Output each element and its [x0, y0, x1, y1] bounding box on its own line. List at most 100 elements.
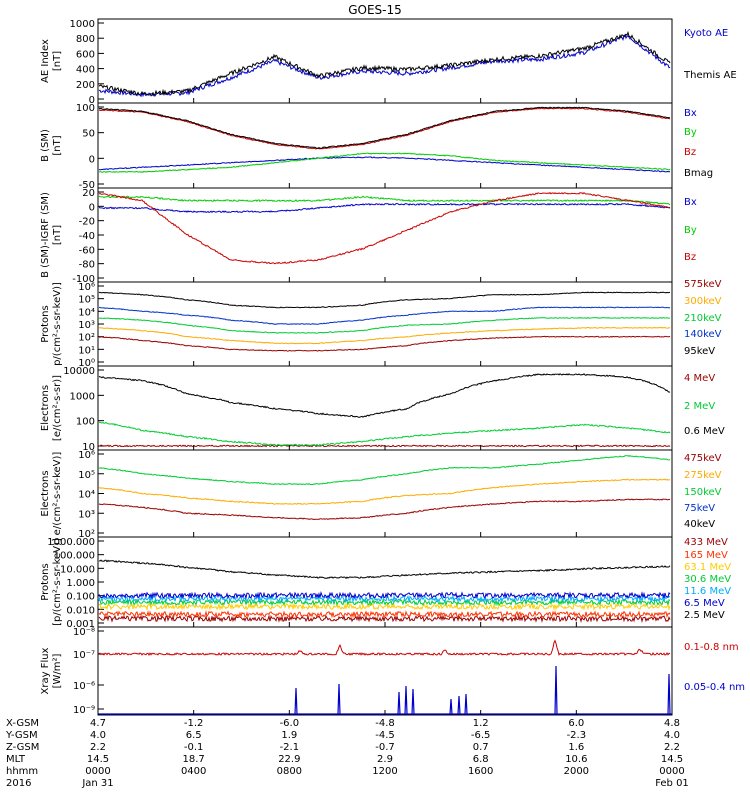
- footer-cell: 0000: [659, 766, 684, 777]
- y-tick-label: 100.000: [54, 551, 95, 562]
- footer-cell: 14.5: [661, 754, 683, 765]
- footer-cell: 10.6: [565, 754, 587, 765]
- y-tick-label: 10⁻⁶: [73, 681, 95, 692]
- series-63-1-mev: [98, 602, 671, 612]
- footer-cell: 1.9: [281, 730, 297, 741]
- legend-30-6-mev: 30.6 MeV: [684, 574, 731, 585]
- legend-0-1-0-8-nm: 0.1-0.8 nm: [684, 642, 739, 653]
- y-tick-label: 400: [76, 65, 95, 76]
- footer-cell: 4.0: [90, 730, 106, 741]
- y-axis-label: B (SM)-IGRF (SM): [40, 192, 51, 278]
- y-axis-label: [p/(cm²-s-sr-keV)]: [52, 538, 63, 626]
- footer-cell: 2.2: [90, 742, 106, 753]
- y-axis-label: Protons: [40, 563, 51, 600]
- series-0.1-0.8nm: [98, 639, 670, 657]
- legend-bmag: Bmag: [684, 168, 713, 179]
- y-tick-label: 800: [76, 34, 95, 45]
- series-475kev: [98, 498, 671, 520]
- y-tick-label: 10²: [78, 529, 95, 540]
- footer-cell: 6.5: [186, 730, 202, 741]
- legend-6-5-mev: 6.5 MeV: [684, 598, 725, 609]
- y-axis-label: Protons: [40, 305, 51, 342]
- footer-cell: 1.2: [473, 718, 489, 729]
- y-tick-label: -80: [79, 260, 95, 271]
- y-tick-label: -40: [79, 231, 95, 242]
- y-tick-label: 100: [76, 417, 95, 428]
- y-tick-label: 1000: [70, 391, 95, 402]
- y-tick-label: 10: [82, 442, 95, 453]
- y-axis-label: [e/(cm²-s-sr)]: [52, 375, 63, 441]
- footer-cell: -2.3: [567, 730, 587, 741]
- y-tick-label: 10³: [78, 509, 95, 520]
- series-bmag: [98, 106, 670, 149]
- footer-row-label: X-GSM: [6, 718, 39, 729]
- footer-cell: -4.5: [375, 730, 395, 741]
- legend-2-5-mev: 2.5 MeV: [684, 610, 725, 621]
- footer-cell: 4.8: [664, 718, 680, 729]
- series-275kev: [98, 478, 671, 505]
- y-axis-label: Electrons: [40, 470, 51, 516]
- legend-11-6-mev: 11.6 MeV: [684, 586, 731, 597]
- footer-cell: 2.2: [664, 742, 680, 753]
- series-433-mev: [98, 614, 671, 623]
- series-575kev: [98, 335, 671, 352]
- footer-cell: 1600: [468, 766, 493, 777]
- footer-cell: 4.7: [90, 718, 106, 729]
- footer-cell: 22.9: [278, 754, 300, 765]
- panel-xray: 10⁻⁸ 10⁻⁷ 10⁻⁶ 10⁻⁹ Xray Flux [W/m²] 0.1-0.8 n…: [40, 626, 745, 716]
- footer-cell: 0.7: [473, 742, 489, 753]
- y-tick-label: 600: [76, 49, 95, 60]
- series-bz: [98, 191, 671, 265]
- footer-cell: 18.7: [183, 754, 205, 765]
- legend-575kev: 575keV: [684, 279, 722, 290]
- footer-row-label: hhmm: [6, 766, 38, 777]
- y-tick-label: 10⁻⁷: [73, 650, 95, 661]
- y-tick-label: 10.000: [60, 564, 95, 575]
- footer-cell: 0000: [85, 766, 110, 777]
- series-95kev: [98, 291, 671, 309]
- y-axis-label: e/(cm²-s-sr-keV)]: [52, 452, 63, 536]
- legend-40kev: 40keV: [684, 519, 715, 530]
- series-bx: [98, 202, 671, 214]
- footer-row-label: MLT: [6, 754, 26, 765]
- y-tick-label: -60: [79, 245, 95, 256]
- series-210kev: [98, 317, 671, 334]
- y-axis-label: Electrons: [40, 385, 51, 431]
- legend-by: By: [684, 225, 697, 236]
- y-axis-label: [nT]: [52, 135, 63, 155]
- y-tick-label: 10⁰: [78, 358, 95, 369]
- y-tick-label: 10³: [78, 320, 95, 331]
- footer-cell: 2000: [564, 766, 589, 777]
- y-tick-label: 10⁴: [78, 307, 95, 318]
- y-axis-label: Xray Flux: [40, 647, 51, 694]
- y-tick-label: 10⁶: [78, 450, 95, 461]
- legend-0-6-mev: 0.6 MeV: [684, 426, 725, 437]
- series-140kev: [98, 306, 671, 325]
- y-tick-label: 0.001: [66, 619, 95, 630]
- y-axis-label: [W/m²]: [52, 653, 63, 688]
- legend-300kev: 300keV: [684, 296, 722, 307]
- y-tick-label: 10⁵: [78, 295, 95, 306]
- y-axis-label: [nT]: [52, 225, 63, 245]
- y-tick-label: 100: [76, 103, 95, 114]
- legend-275kev: 275keV: [684, 470, 722, 481]
- legend-475kev: 475keV: [684, 453, 722, 464]
- y-tick-label: 1000: [70, 19, 95, 30]
- legend-by: By: [684, 127, 697, 138]
- legend-75kev: 75keV: [684, 503, 715, 514]
- y-tick-label: 0: [89, 154, 95, 165]
- legend-433-mev: 433 MeV: [684, 537, 728, 548]
- series-11-6-mev: [98, 594, 671, 603]
- y-tick-label: 10⁴: [78, 490, 95, 501]
- footer-cell: 4.0: [664, 730, 680, 741]
- series-bx: [98, 156, 671, 173]
- y-tick-label: 20: [82, 188, 95, 199]
- legend-210kev: 210keV: [684, 313, 722, 324]
- footer-cell: 6.0: [568, 718, 584, 729]
- footer-cell: -0.1: [184, 742, 204, 753]
- footer-cell: 2.9: [377, 754, 393, 765]
- y-tick-label: 1000.000: [47, 537, 95, 548]
